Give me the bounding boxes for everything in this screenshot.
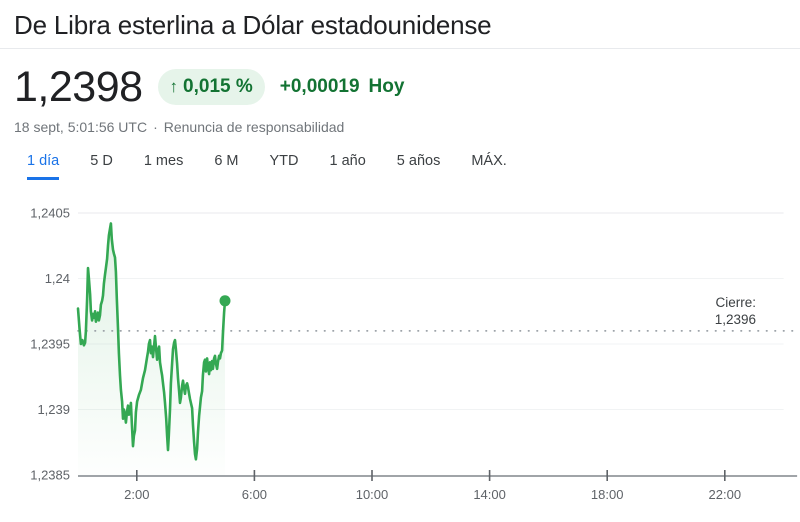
range-tabs: 1 día 5 D 1 mes 6 M YTD 1 año 5 años MÁX…	[27, 153, 800, 180]
x-axis-label: 22:00	[709, 487, 742, 502]
up-arrow-icon: ↑	[169, 77, 179, 96]
page-title: De Libra esterlina a Dólar estadounidens…	[14, 10, 492, 40]
price-chart: 1,2405 1,24 1,2395 1,239 1,2385 2:00 6:00 10:00…	[0, 193, 800, 522]
close-label-title: Cierre:	[715, 295, 756, 310]
series-line	[76, 222, 227, 461]
tab-5-anos[interactable]: 5 años	[397, 153, 441, 180]
change-percent-badge: ↑ 0,015 %	[157, 69, 265, 105]
disclaimer-link[interactable]: Renuncia de responsabilidad	[163, 119, 345, 135]
tab-ytd[interactable]: YTD	[270, 153, 299, 180]
chart-canvas[interactable]: 1,2405 1,24 1,2395 1,239 1,2385 2:00 6:00 10:00…	[0, 193, 800, 522]
y-axis-label: 1,2385	[30, 468, 70, 483]
change-percent-value: 0,015 %	[183, 76, 253, 97]
x-axis-label: 6:00	[242, 487, 267, 502]
area-fill	[78, 223, 225, 476]
price-row: 1,2398 ↑ 0,015 % +0,00019 Hoy	[14, 62, 800, 111]
y-axis-label: 1,2395	[30, 337, 70, 352]
axis-labels: 1,2405 1,24 1,2395 1,239 1,2385 2:00 6:00 10:00…	[30, 206, 756, 503]
x-axis-label: 10:00	[356, 487, 389, 502]
current-price: 1,2398	[14, 62, 143, 111]
change-period-label: Hoy	[368, 76, 405, 97]
x-axis-label: 14:00	[473, 487, 506, 502]
y-axis-label: 1,24	[45, 271, 70, 286]
y-axis-label: 1,2405	[30, 206, 70, 221]
tab-5-d[interactable]: 5 D	[90, 153, 113, 180]
quote-meta: 18 sept, 5:01:56 UTC · Renuncia de respo…	[14, 119, 800, 136]
tab-max[interactable]: MÁX.	[471, 153, 506, 180]
change-absolute: +0,00019 Hoy	[280, 76, 405, 98]
quote-timestamp: 18 sept, 5:01:56 UTC	[14, 119, 148, 135]
y-axis-label: 1,239	[37, 402, 70, 417]
x-axis	[78, 470, 798, 481]
grid-lines	[78, 212, 784, 410]
last-price-dot	[219, 295, 231, 307]
series-area	[78, 223, 225, 476]
tab-1-mes[interactable]: 1 mes	[144, 153, 184, 180]
tab-1-dia[interactable]: 1 día	[27, 153, 60, 180]
price-line	[76, 222, 231, 461]
meta-separator: ·	[153, 119, 158, 135]
x-axis-label: 2:00	[124, 487, 149, 502]
quote-section: 1,2398 ↑ 0,015 % +0,00019 Hoy 18 sept, 5…	[0, 49, 800, 136]
x-axis-label: 18:00	[591, 487, 624, 502]
tab-6-m[interactable]: 6 M	[214, 153, 238, 180]
change-absolute-value: +0,00019	[279, 76, 360, 97]
page-header: De Libra esterlina a Dólar estadounidens…	[0, 0, 800, 49]
tab-1-ano[interactable]: 1 año	[330, 153, 366, 180]
close-label-value: 1,2396	[715, 312, 756, 327]
